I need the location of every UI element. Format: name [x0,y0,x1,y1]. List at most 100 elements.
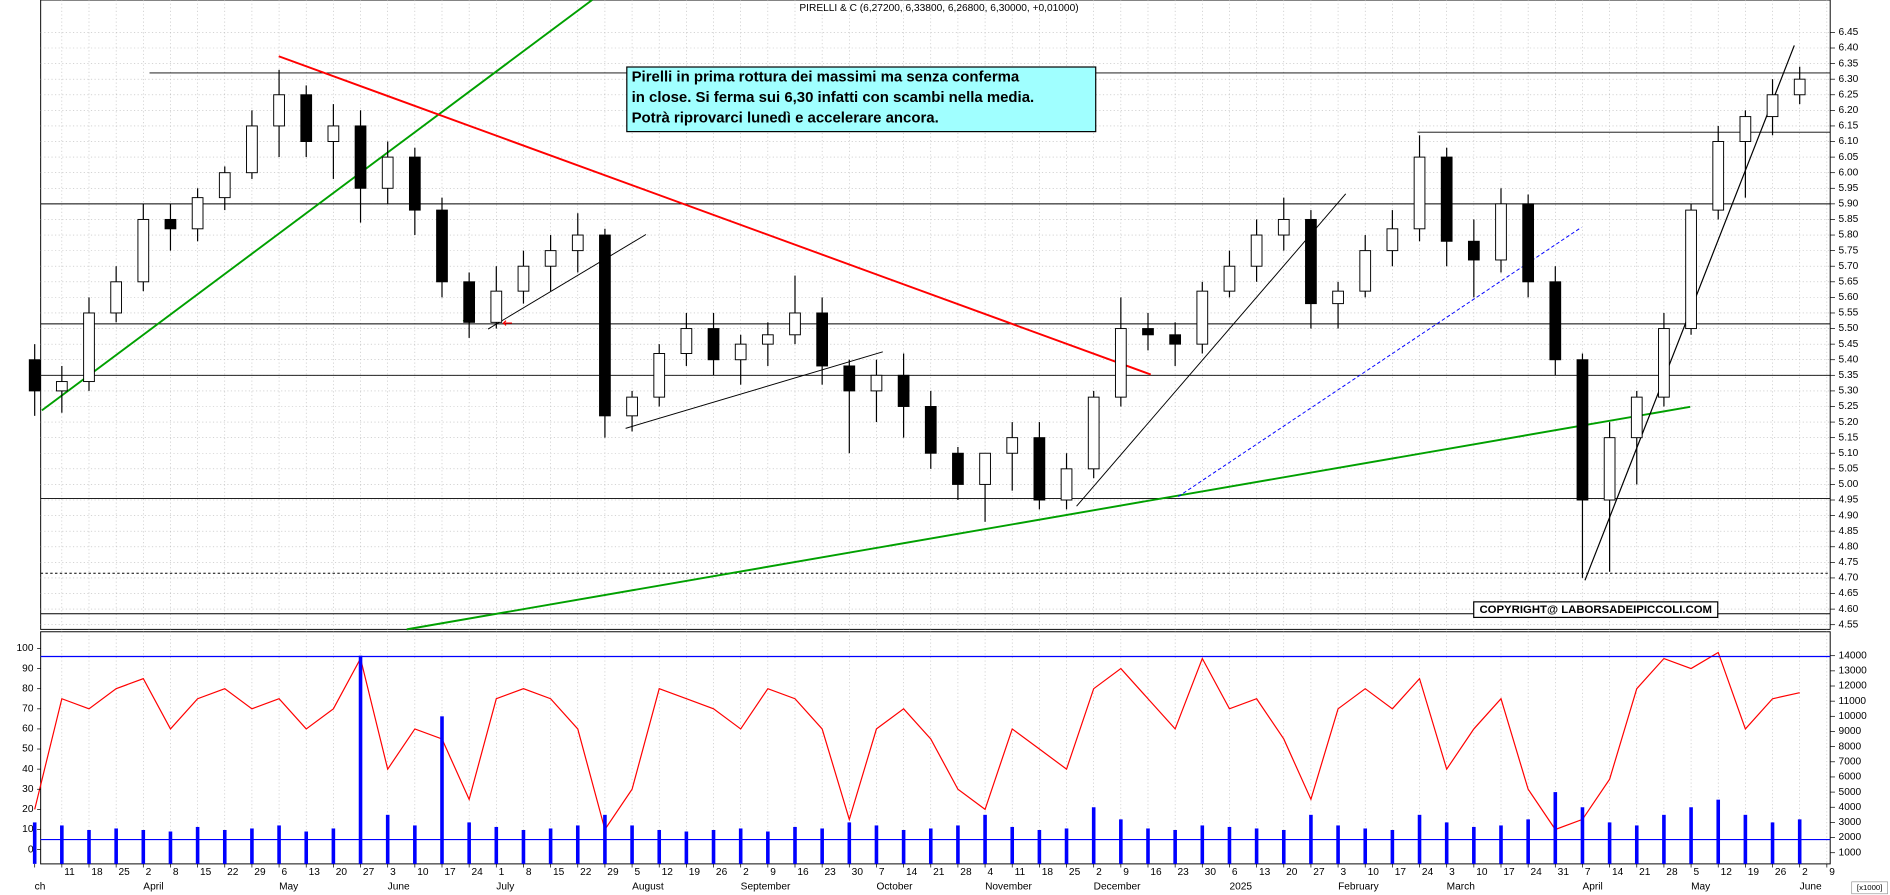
candle-body [300,94,313,143]
x-tick-label: 15 [200,867,212,878]
x-tick-label: 3 [1340,867,1346,878]
volume-bar [195,826,200,864]
candle-body [1685,209,1697,330]
volume-bar [1580,807,1585,864]
oscillator-line [34,651,1800,831]
candle-body [110,281,123,314]
candle-body [653,353,666,398]
y-tick-label: 5.40 [1839,354,1859,365]
candle-body [1277,218,1290,236]
candle-body [1413,156,1426,230]
volume-bar [467,822,471,864]
y-tick-label: 5.25 [1839,401,1859,412]
y-tick-label: 5.35 [1839,370,1859,381]
y-tick-label: 5.20 [1839,417,1859,428]
y-tick-label: 4.90 [1839,510,1859,521]
volume-bar [1553,792,1558,864]
volume-bar [548,828,553,864]
candle-body [273,94,285,127]
volume-bar [1444,822,1449,864]
candle-body [1087,396,1100,470]
y2-tick-label: 4000 [1839,802,1862,813]
candle-body [1549,281,1562,361]
volume-bar [1390,829,1395,864]
y-tick-label: 5.55 [1839,308,1859,319]
x-tick-label: 9 [1123,867,1129,878]
x-tick-label: 26 [716,867,728,878]
volume-bar [277,825,281,864]
candle-body [571,234,584,252]
trendline [1177,226,1582,497]
candle-body [137,218,150,283]
candle-body [1332,290,1344,305]
candle-body [28,359,41,392]
y2-tick-label: 13000 [1839,666,1868,677]
y-tick-label: 4.85 [1839,526,1859,537]
candle-body [1060,468,1073,501]
volume-bar [1064,828,1069,864]
x-tick-label: 3 [390,867,396,878]
x-tick-label: 4 [987,867,993,878]
x-month-label: June [388,881,410,892]
volume-bar [1336,825,1340,864]
candle-body [55,381,68,392]
x-tick-label: 24 [472,867,484,878]
y-tick-label: 6.30 [1839,74,1859,85]
volume-bar [711,829,716,864]
volume-bar [1526,819,1530,864]
volume-bar [575,825,580,864]
candle-body [1576,359,1589,501]
y-tick-label: 100 [17,643,34,654]
candle-body [1169,334,1182,345]
volume-bar [1797,819,1802,864]
candle-body [843,365,856,392]
x-month-label: October [876,881,913,892]
x-tick-label: 8 [173,867,179,878]
x-tick-label: 31 [1558,867,1570,878]
x-month-label: May [1691,881,1711,892]
candle-body [924,406,937,454]
x-tick-label: 22 [227,867,239,878]
candle-body [1386,228,1399,252]
volume-bar [1091,807,1096,864]
volume-bar [32,822,37,864]
volume-bar [1227,826,1232,864]
annotation: Potrà riprovarci lunedì e accelerare anc… [632,109,939,126]
volume-bar [766,831,770,864]
volume-bar [738,828,743,864]
x-tick-label: 18 [1042,867,1054,878]
y2-tick-label: 9000 [1839,726,1862,737]
x-tick-label: 17 [444,867,456,878]
x-tick-label: 24 [1422,867,1434,878]
volume-bar [928,828,933,864]
volume-bar [1146,828,1150,864]
x-tick-label: 19 [1748,867,1760,878]
y-tick-label: 5.60 [1839,292,1859,303]
copyright: COPYRIGHT@ LABORSADEIPICCOLI.COM [1479,604,1712,616]
volume-bar [358,655,363,864]
volume-bar [331,828,336,864]
y2-tick-label: 8000 [1839,741,1862,752]
candle-body [1766,94,1779,118]
y-tick-label: 4.75 [1839,557,1859,568]
volume-bar [847,822,852,864]
annotation: Pirelli in prima rottura dei massimi ma … [632,69,1020,86]
x-month-label: May [279,881,299,892]
y-tick-label: 5.85 [1839,214,1859,225]
y-tick-label: 90 [22,663,34,674]
y2-tick-label: 5000 [1839,787,1862,798]
candle-body [1658,328,1670,398]
y-tick-label: 4.95 [1839,495,1859,506]
volume-bar [956,825,960,864]
candle-body [463,281,476,323]
candle-body [626,396,638,417]
y-tick-label: 4.55 [1839,619,1859,630]
y2-tick-label: 1000 [1839,847,1862,858]
x-tick-label: 29 [607,867,619,878]
x-tick-label: 9 [1829,867,1835,878]
x-tick-label: 5 [634,867,640,878]
y2-tick-label: 14000 [1839,650,1868,661]
unit-box [1851,881,1888,895]
x-tick-label: 10 [1368,867,1380,878]
